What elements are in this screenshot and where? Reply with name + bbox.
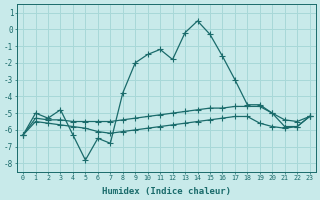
X-axis label: Humidex (Indice chaleur): Humidex (Indice chaleur) bbox=[102, 187, 231, 196]
